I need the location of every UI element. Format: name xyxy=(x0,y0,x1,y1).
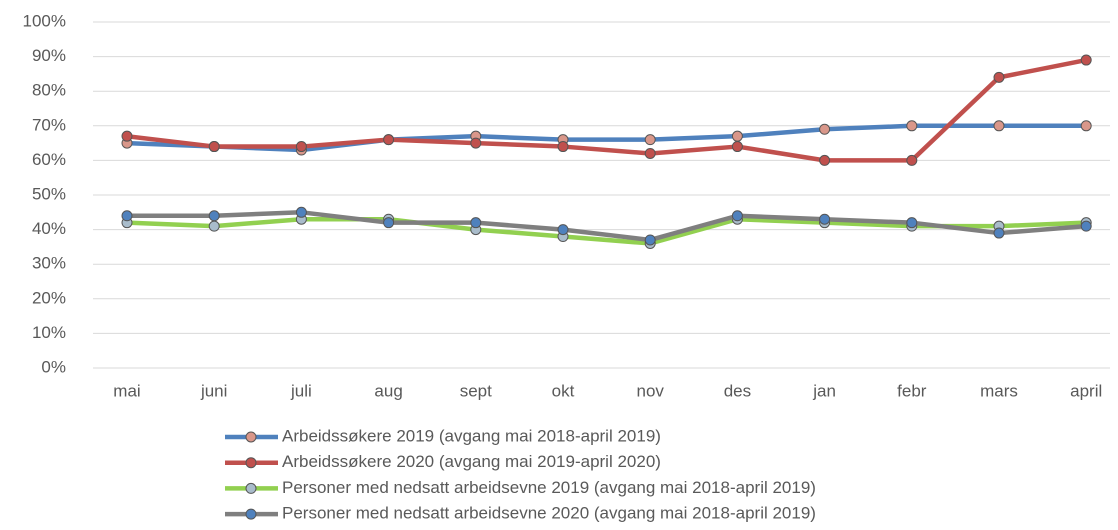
data-point xyxy=(819,213,831,225)
data-point xyxy=(557,141,569,153)
data-point xyxy=(121,210,133,222)
legend-marker xyxy=(245,508,257,520)
data-point xyxy=(819,154,831,166)
data-point xyxy=(470,217,482,229)
legend-marker xyxy=(245,457,257,469)
y-tick-label: 30% xyxy=(32,254,66,273)
y-tick-label: 90% xyxy=(32,46,66,65)
x-tick-label: mars xyxy=(980,381,1018,400)
data-point xyxy=(906,120,918,132)
x-tick-label: mai xyxy=(113,381,140,400)
data-point xyxy=(819,123,831,135)
legend-label: Personer med nedsatt arbeidsevne 2020 (a… xyxy=(282,504,816,523)
legend-label: Personer med nedsatt arbeidsevne 2019 (a… xyxy=(282,478,816,497)
data-point xyxy=(1080,54,1092,66)
x-tick-label: jan xyxy=(812,381,836,400)
data-point xyxy=(121,130,133,142)
data-point xyxy=(906,154,918,166)
data-point xyxy=(731,210,743,222)
legend-marker xyxy=(245,431,257,443)
x-tick-label: okt xyxy=(552,381,575,400)
x-tick-label: des xyxy=(724,381,751,400)
x-tick-label: nov xyxy=(636,381,664,400)
data-point xyxy=(208,210,220,222)
data-point xyxy=(383,134,395,146)
data-point xyxy=(208,141,220,153)
data-point xyxy=(993,227,1005,239)
y-tick-label: 70% xyxy=(32,115,66,134)
data-point xyxy=(644,147,656,159)
y-tick-label: 10% xyxy=(32,323,66,342)
y-tick-label: 0% xyxy=(41,357,66,376)
data-point xyxy=(557,224,569,236)
legend-label: Arbeidssøkere 2019 (avgang mai 2018-apri… xyxy=(282,426,661,445)
data-point xyxy=(208,220,220,232)
data-point xyxy=(993,71,1005,83)
y-tick-label: 20% xyxy=(32,288,66,307)
legend-label: Arbeidssøkere 2020 (avgang mai 2019-apri… xyxy=(282,452,661,471)
data-point xyxy=(295,141,307,153)
x-tick-label: juli xyxy=(290,381,312,400)
data-point xyxy=(993,120,1005,132)
x-tick-label: sept xyxy=(460,381,492,400)
data-point xyxy=(383,217,395,229)
data-point xyxy=(1080,120,1092,132)
data-point xyxy=(295,206,307,218)
data-point xyxy=(470,137,482,149)
series-line xyxy=(126,57,1087,163)
y-tick-label: 60% xyxy=(32,150,66,169)
data-point xyxy=(731,130,743,142)
x-tick-label: febr xyxy=(897,381,927,400)
data-point xyxy=(644,234,656,246)
series-line xyxy=(126,216,1087,246)
y-tick-label: 50% xyxy=(32,184,66,203)
legend-marker xyxy=(245,482,257,494)
data-point xyxy=(906,217,918,229)
y-tick-label: 80% xyxy=(32,81,66,100)
series-line xyxy=(127,210,1087,243)
data-point xyxy=(1080,220,1092,232)
y-tick-label: 40% xyxy=(32,219,66,238)
y-tick-label: 100% xyxy=(23,11,66,30)
series-line xyxy=(126,123,1087,153)
data-point xyxy=(731,141,743,153)
x-tick-label: aug xyxy=(374,381,402,400)
x-tick-label: juni xyxy=(200,381,227,400)
x-tick-label: april xyxy=(1070,381,1102,400)
data-point xyxy=(644,134,656,146)
